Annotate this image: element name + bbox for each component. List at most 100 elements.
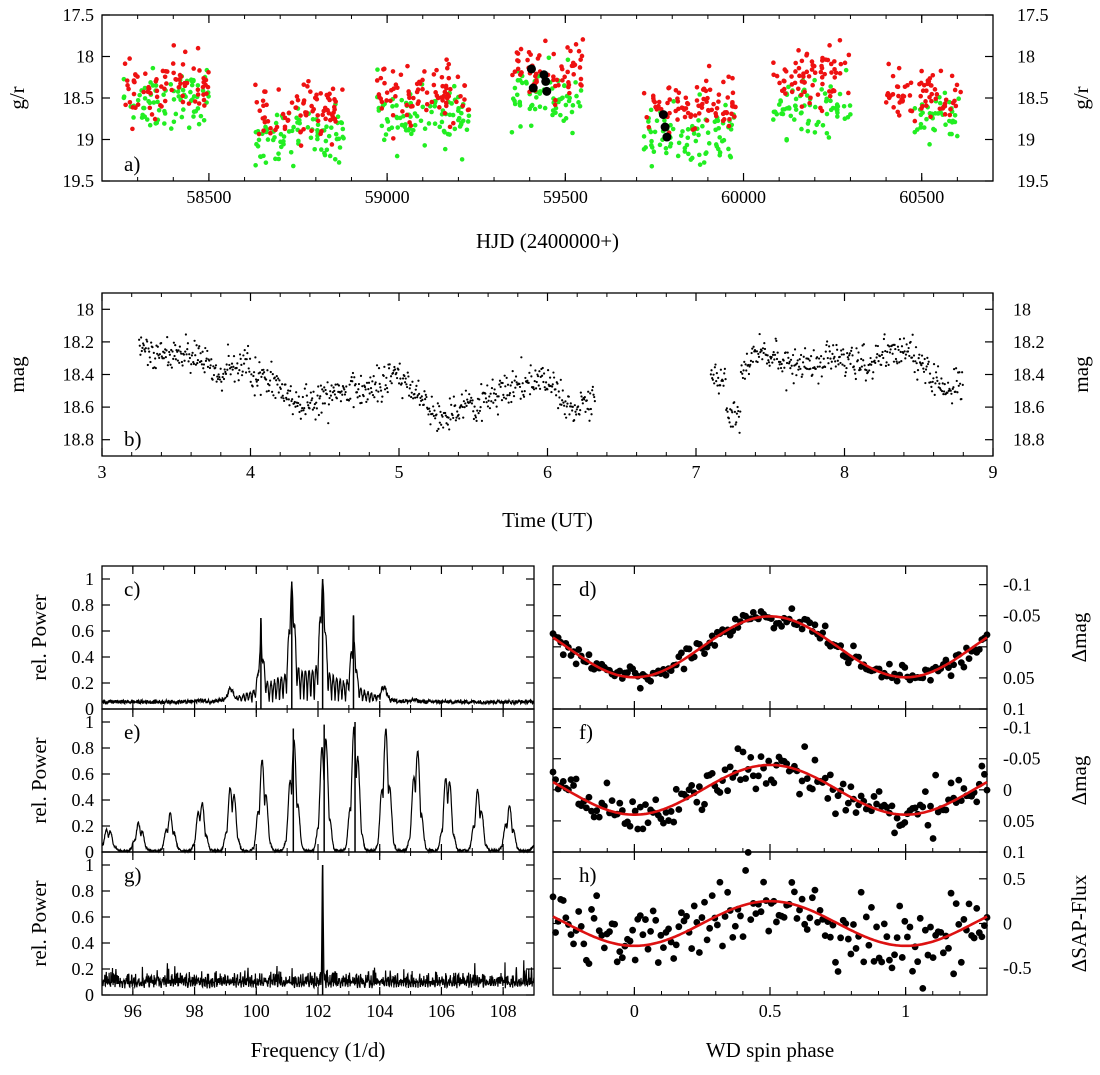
point-r — [947, 112, 953, 118]
phase-point — [724, 787, 732, 795]
lc-point — [454, 419, 457, 422]
lc-point — [238, 353, 242, 356]
point-r — [704, 118, 710, 123]
lc-point — [592, 393, 595, 396]
point-g — [952, 119, 958, 125]
lc-point — [330, 384, 333, 387]
lc-point — [509, 384, 512, 387]
x-axis-label: Time (UT) — [502, 508, 593, 532]
phase-point — [744, 849, 752, 856]
point-r — [905, 82, 910, 88]
lc-point — [254, 378, 258, 381]
x-tick-label: 3 — [98, 462, 107, 482]
point-r — [820, 81, 825, 87]
point-r — [390, 112, 396, 118]
phase-point — [852, 809, 860, 817]
point-r — [528, 52, 533, 57]
lc-point — [288, 404, 291, 407]
lc-point — [351, 380, 354, 383]
point-r — [127, 56, 132, 61]
lc-point — [561, 389, 564, 392]
y-tick-label: 0.8 — [72, 881, 95, 901]
lc-point — [522, 393, 525, 397]
lc-point — [820, 355, 823, 358]
point-g — [452, 126, 458, 132]
point-r — [130, 105, 136, 110]
point-r — [437, 105, 442, 110]
y-tick-label-right: 0 — [1003, 637, 1012, 657]
lc-point — [365, 400, 368, 403]
y-tick-label-right: 18.8 — [1013, 430, 1045, 450]
point-g — [459, 157, 465, 162]
point-r — [667, 97, 673, 102]
point-g — [706, 141, 712, 146]
lc-point — [713, 382, 716, 385]
lc-point — [242, 354, 245, 357]
lc-point — [241, 370, 244, 373]
phase-point — [562, 914, 570, 922]
phase-point — [919, 984, 927, 992]
lc-point — [424, 393, 427, 396]
lc-point — [433, 409, 436, 412]
lc-point — [428, 410, 431, 413]
point-g — [947, 131, 953, 137]
lc-point — [140, 349, 143, 353]
y-axis-label-right: Δmag — [1067, 755, 1091, 805]
lc-point — [733, 410, 737, 413]
phase-point — [588, 906, 595, 913]
phase-point — [716, 789, 724, 796]
lc-point — [782, 359, 785, 362]
point-g — [828, 84, 833, 89]
lc-point — [318, 397, 321, 400]
phase-point — [721, 913, 729, 920]
lc-point — [523, 389, 526, 393]
lc-point — [511, 370, 514, 373]
phase-point — [708, 769, 716, 777]
phase-point — [570, 940, 577, 948]
lc-point — [490, 400, 493, 403]
point-g — [932, 127, 938, 133]
lc-point — [442, 426, 445, 429]
point-r — [153, 79, 159, 84]
phase-point — [901, 917, 909, 925]
lc-point — [528, 393, 532, 396]
lc-point — [367, 381, 371, 384]
phase-point — [660, 819, 667, 827]
lc-point — [485, 401, 488, 404]
lc-point — [766, 354, 769, 357]
lc-point — [852, 365, 855, 368]
point-r — [295, 97, 301, 103]
point-g — [776, 102, 782, 107]
lc-point — [145, 338, 148, 341]
point-r — [819, 75, 825, 80]
lc-point — [560, 403, 563, 406]
point-r — [393, 94, 398, 99]
x-tick-label: 98 — [186, 1001, 204, 1021]
lc-point — [920, 364, 923, 367]
lc-point — [854, 377, 857, 381]
lc-point — [738, 431, 741, 434]
phase-point — [960, 916, 968, 923]
point-r — [804, 69, 810, 75]
phase-point — [716, 878, 724, 886]
point-g — [326, 133, 332, 139]
point-g — [542, 105, 548, 111]
lc-point — [942, 393, 945, 396]
lc-point — [477, 412, 480, 415]
lc-point — [857, 351, 860, 354]
lc-point — [505, 376, 508, 379]
point-r — [696, 111, 702, 116]
y-tick-label-right: -0.1 — [1003, 575, 1032, 595]
lc-point — [499, 385, 502, 388]
lc-point — [959, 382, 962, 385]
lc-point — [164, 356, 167, 359]
point-g — [338, 120, 344, 125]
sine-fit — [552, 615, 988, 679]
phase-point — [973, 798, 981, 806]
lc-point — [342, 386, 345, 389]
phase-point — [903, 933, 911, 941]
point-r — [274, 124, 280, 130]
point-r — [829, 70, 834, 75]
point-r — [268, 126, 273, 131]
point-r — [126, 86, 131, 92]
